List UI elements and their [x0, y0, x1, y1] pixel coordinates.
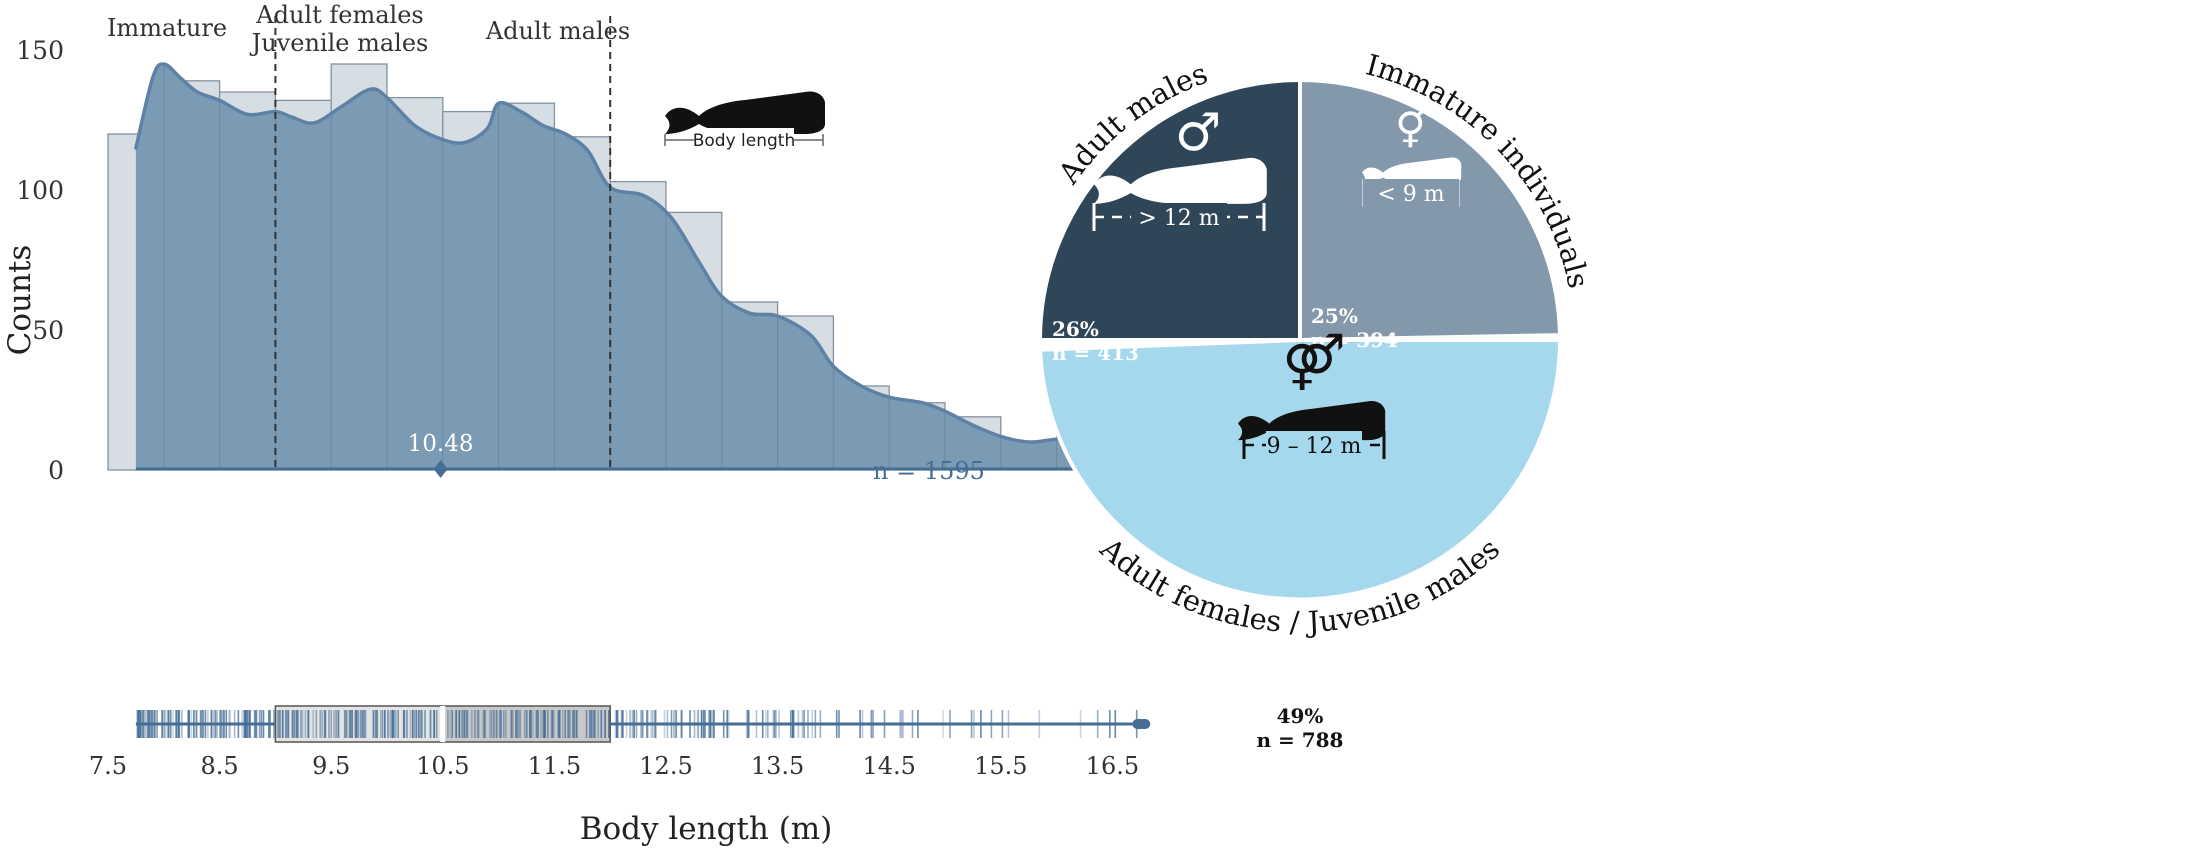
y-tick-label: 100: [16, 176, 64, 205]
y-tick-label: 0: [48, 456, 64, 485]
pie-slice: [1038, 338, 1563, 602]
scale-label-bg: [694, 128, 794, 152]
x-tick-label: 9.5: [312, 752, 350, 780]
x-tick-label: 15.5: [974, 752, 1027, 780]
y-axis-title: Counts: [2, 245, 38, 356]
size-label-bg: [1131, 203, 1227, 231]
size-label-bg: [1363, 179, 1459, 207]
inset-whale: Body length: [664, 91, 825, 152]
whale-silhouette: [665, 91, 825, 134]
mean-diamond: [433, 460, 448, 478]
threshold-lines: [274, 16, 612, 470]
size-label: > 12 m: [1138, 206, 1219, 231]
x-tick-label: 10.5: [416, 752, 469, 780]
group-label: Adult males: [485, 17, 630, 45]
whisker-end-cap: [1132, 719, 1151, 729]
pie-pct-label: 25%: [1311, 304, 1358, 328]
x-tick-label: 7.5: [89, 752, 127, 780]
pie-n-label: n = 788: [1257, 728, 1344, 752]
mean-label: 10.48: [408, 431, 474, 457]
pie-slice: [1298, 77, 1563, 343]
whale-silhouette: [1238, 401, 1386, 441]
pie-pct-label: 26%: [1052, 317, 1099, 341]
sex-symbol-icon: ♂: [1175, 103, 1222, 163]
x-tick-label: 12.5: [639, 752, 692, 780]
pie-n-label: n = 394: [1311, 328, 1398, 352]
y-tick-label: 150: [16, 36, 64, 65]
pie-n-label: n = 413: [1052, 341, 1139, 365]
y-tick-label: 50: [32, 316, 64, 345]
count-label: n = 1595: [873, 457, 985, 485]
axes: 0 50 100 150 7.5 8.5 9.5 10.5 11.5 12.5 13.5 14.5 15…: [2, 36, 1139, 847]
group-label: Juvenile males: [249, 29, 429, 57]
boxplot: [135, 705, 1151, 743]
x-tick-label: 13.5: [751, 752, 804, 780]
pie-pct-label: 49%: [1277, 704, 1324, 728]
x-tick-label: 14.5: [862, 752, 915, 780]
chart-labels: 10.48 n = 1595 Immature Adult femalesJuveni…: [107, 1, 985, 485]
size-label: < 9 m: [1377, 182, 1444, 207]
scale-label: Body length: [693, 131, 796, 151]
group-label: Immature: [107, 14, 227, 42]
x-tick-label: 11.5: [528, 752, 581, 780]
kde-line: [134, 62, 1143, 455]
whale-silhouette: [1362, 157, 1462, 184]
whale-silhouette: [1094, 157, 1267, 204]
x-axis-title: Body length (m): [580, 811, 833, 847]
size-label-bg: [1266, 431, 1362, 459]
kde-curve: [134, 62, 1143, 478]
kde-area: [135, 64, 1141, 470]
x-tick-label: 16.5: [1086, 752, 1139, 780]
group-label: Adult females: [255, 1, 423, 29]
x-tick-label: 8.5: [201, 752, 239, 780]
size-label: 9 – 12 m: [1267, 434, 1362, 459]
sex-symbol-icon: ⚤: [1282, 330, 1345, 393]
sex-symbol-icon: ⚥: [1395, 103, 1433, 152]
